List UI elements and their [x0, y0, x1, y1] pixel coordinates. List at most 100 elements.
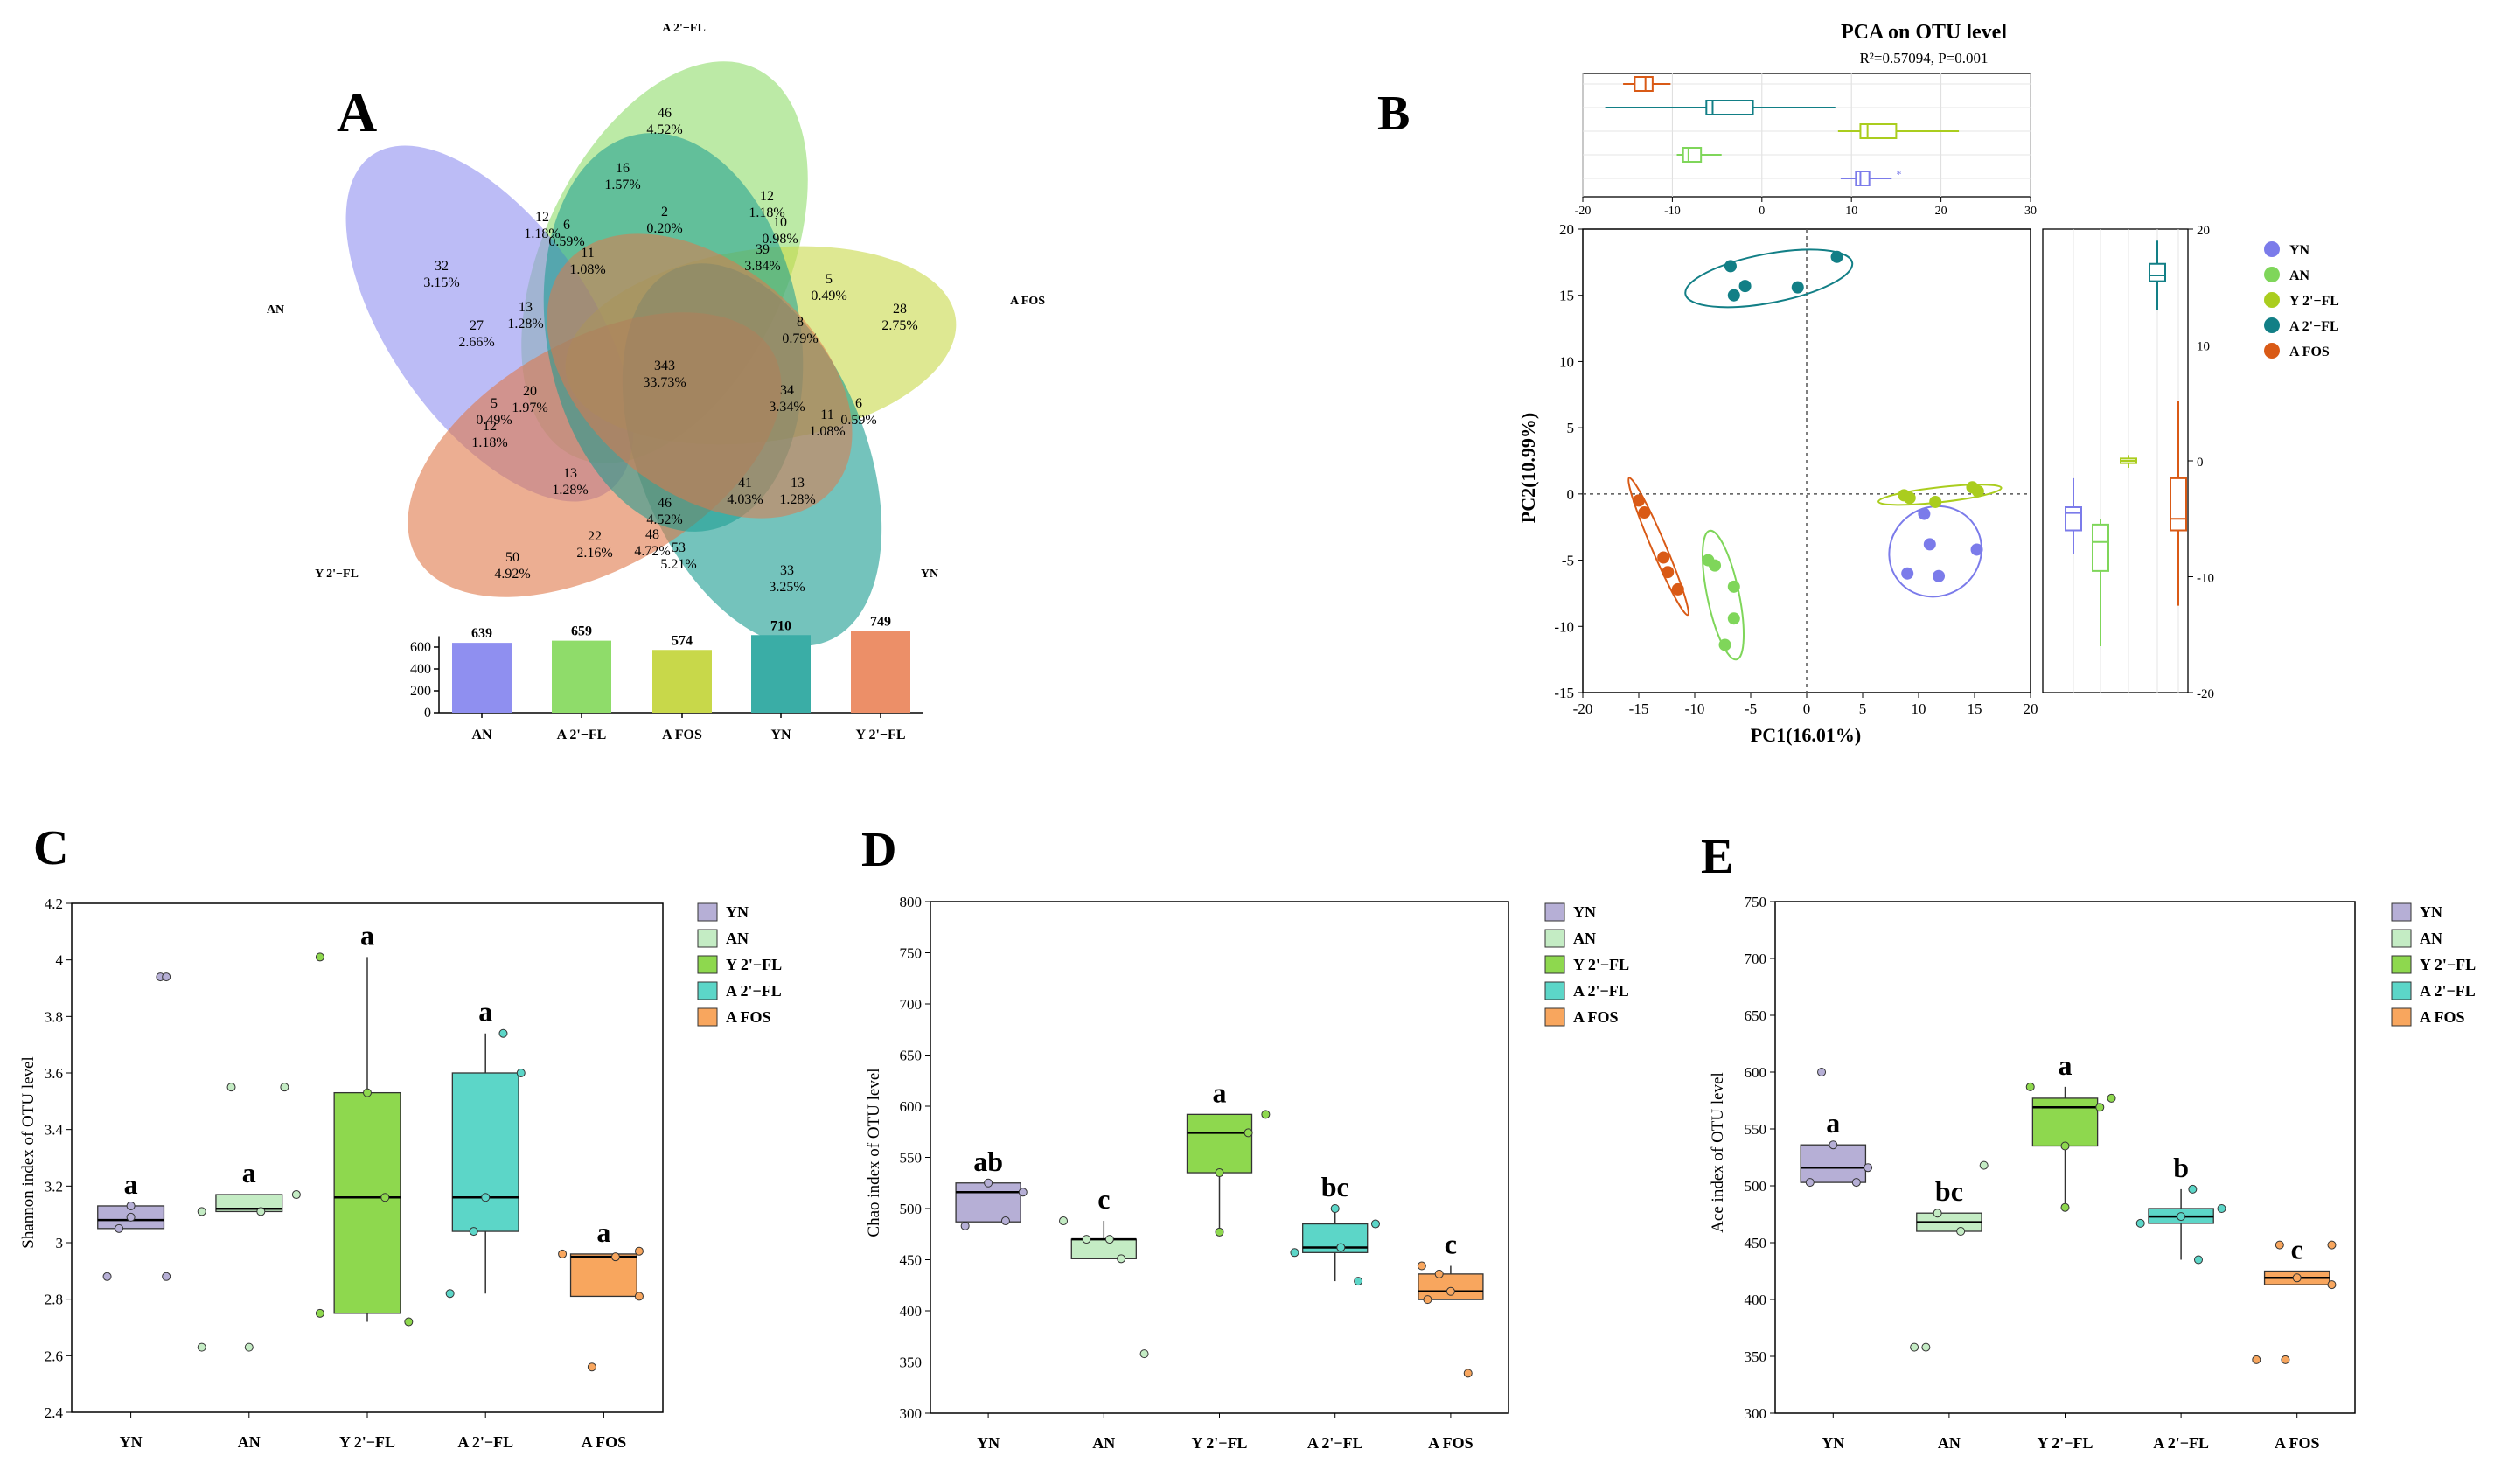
- venn-region-percent: 0.49%: [476, 413, 512, 428]
- significance-label-y-2-fl: a: [2059, 1049, 2073, 1081]
- venn-region-percent: 2.16%: [576, 546, 612, 561]
- data-point-a-2-fl: [1370, 1219, 1380, 1229]
- venn-region-count: 13: [519, 300, 533, 315]
- pca-x-tick-label: -5: [1745, 700, 1757, 717]
- legend-swatch-y-2-fl: [1544, 955, 1565, 974]
- data-point-y-2-fl: [2060, 1141, 2070, 1151]
- venn-region-percent: 4.92%: [494, 567, 530, 582]
- box-an: [1070, 1238, 1137, 1259]
- pca-point-yn: [1918, 507, 1931, 520]
- y-tick-label: 450: [1745, 1235, 1767, 1251]
- pca-point-a-fos: [1633, 494, 1645, 507]
- x-category-label: Y 2'−FL: [339, 1433, 395, 1451]
- pca-legend-swatch-an: [2264, 267, 2280, 282]
- pca-y-tick-label: 5: [1567, 420, 1575, 436]
- box-yn: [1800, 1144, 1867, 1183]
- bar-value-label: 749: [870, 614, 891, 629]
- data-point-y-2-fl: [404, 1317, 414, 1327]
- x-category-label: YN: [1822, 1434, 1844, 1452]
- pca-legend-label: AN: [2289, 268, 2310, 283]
- venn-region-count: 13: [791, 476, 805, 491]
- data-point-an: [256, 1207, 266, 1216]
- pca-top-tick-label: 10: [1845, 205, 1857, 218]
- data-point-an: [197, 1207, 206, 1216]
- x-category-label: A 2'−FL: [457, 1433, 513, 1451]
- legend-swatch-a-2-fl: [2391, 981, 2412, 1000]
- pca-side-box-an: [2092, 523, 2109, 572]
- bar-category-label: YN: [770, 728, 791, 742]
- venn-region-count: 11: [581, 246, 594, 261]
- data-point-y-2-fl: [380, 1193, 390, 1202]
- data-point-an: [1910, 1342, 1919, 1352]
- data-point-y-2-fl: [1261, 1110, 1271, 1119]
- box-y-2-fl: [333, 1091, 401, 1314]
- pca-top-tick-label: -10: [1664, 205, 1681, 218]
- y-tick-label: 350: [900, 1355, 923, 1371]
- ace-boxplot: Ace index of OTU level 300 350 400 450 500 55…: [1709, 894, 2476, 1452]
- data-point-an: [1059, 1216, 1069, 1226]
- legend-label: YN: [1573, 903, 1596, 921]
- y-tick-label: 600: [1745, 1064, 1767, 1081]
- pca-top-tick-label: 0: [1759, 205, 1765, 218]
- pca-point-yn: [1970, 543, 1983, 556]
- legend-swatch-an: [697, 929, 718, 948]
- pca-title: PCA on OTU level: [1841, 21, 2007, 44]
- venn-region-count: 5: [491, 396, 498, 411]
- pca-point-a-2-fl: [1791, 281, 1804, 294]
- pca-y-tick-label: -5: [1562, 553, 1574, 569]
- venn-region-percent: 5.21%: [660, 557, 696, 572]
- pca-y-tick-label: 10: [1559, 353, 1574, 370]
- venn-region-count: 12: [535, 210, 549, 225]
- venn-region-count: 41: [738, 476, 752, 491]
- venn-region-percent: 1.97%: [512, 401, 547, 415]
- y-tick-label: 400: [900, 1303, 923, 1320]
- pca-y-tick-label: 15: [1559, 288, 1574, 304]
- pca-legend-label: A 2'−FL: [2289, 319, 2339, 334]
- pca-subtitle: R²=0.57094, P=0.001: [1859, 50, 1988, 66]
- venn-region-count: 12: [760, 189, 774, 204]
- pca-y-tick-label: -15: [1554, 685, 1574, 701]
- pca-side-box-a-2-fl: [2149, 262, 2166, 282]
- data-point-y-2-fl: [2025, 1082, 2035, 1091]
- data-point-a-fos: [2292, 1273, 2302, 1283]
- bar-category-label: A 2'−FL: [557, 728, 607, 742]
- box-y-2-fl: [1186, 1113, 1253, 1174]
- legend-label: A FOS: [2420, 1008, 2465, 1026]
- data-point-a-fos: [2327, 1280, 2337, 1290]
- data-point-y-2-fl: [1215, 1168, 1224, 1178]
- venn-region-count: 22: [588, 529, 602, 544]
- data-point-an: [1979, 1160, 1989, 1170]
- venn-region-percent: 1.57%: [604, 178, 640, 192]
- data-point-yn: [1817, 1068, 1827, 1076]
- data-point-yn: [126, 1201, 136, 1210]
- venn-region-percent: 4.03%: [727, 492, 763, 507]
- pca-y-tick-label: 20: [1559, 221, 1574, 238]
- venn-label-yn: YN: [921, 568, 938, 581]
- venn-region-count: 12: [483, 419, 497, 434]
- venn-region-percent: 0.20%: [646, 221, 682, 236]
- y-tick-label: 3.4: [45, 1122, 64, 1139]
- pca-side-tick-label: -20: [2197, 687, 2214, 701]
- bar-value-label: 574: [672, 633, 693, 648]
- panel-letter-d: D: [861, 823, 896, 877]
- legend-label: Y 2'−FL: [2420, 956, 2476, 973]
- pca-point-a-fos: [1671, 582, 1684, 596]
- venn-label-y-2fl: Y 2'−FL: [315, 568, 359, 581]
- significance-label-an: a: [242, 1157, 256, 1188]
- box-y-2-fl: [2031, 1097, 2099, 1147]
- panel-letter-b: B: [1377, 87, 1410, 141]
- data-point-yn: [126, 1212, 136, 1222]
- significance-label-a-fos: a: [596, 1216, 610, 1248]
- y-tick-label: 700: [900, 996, 923, 1013]
- x-category-label: Y 2'−FL: [1191, 1434, 1247, 1452]
- pca-point-a-2-fl: [1830, 250, 1843, 263]
- pca-top-box-an: [1682, 147, 1703, 163]
- y-tick-label: 3: [56, 1235, 64, 1251]
- pca-x-tick-label: 10: [1912, 700, 1926, 717]
- significance-label-y-2-fl: a: [360, 919, 374, 951]
- y-tick-label: 4.2: [45, 895, 63, 912]
- y-tick-label: 500: [900, 1201, 923, 1217]
- venn-region-percent: 1.08%: [809, 424, 845, 439]
- legend-swatch-yn: [1544, 902, 1565, 922]
- data-point-a-fos: [610, 1252, 620, 1262]
